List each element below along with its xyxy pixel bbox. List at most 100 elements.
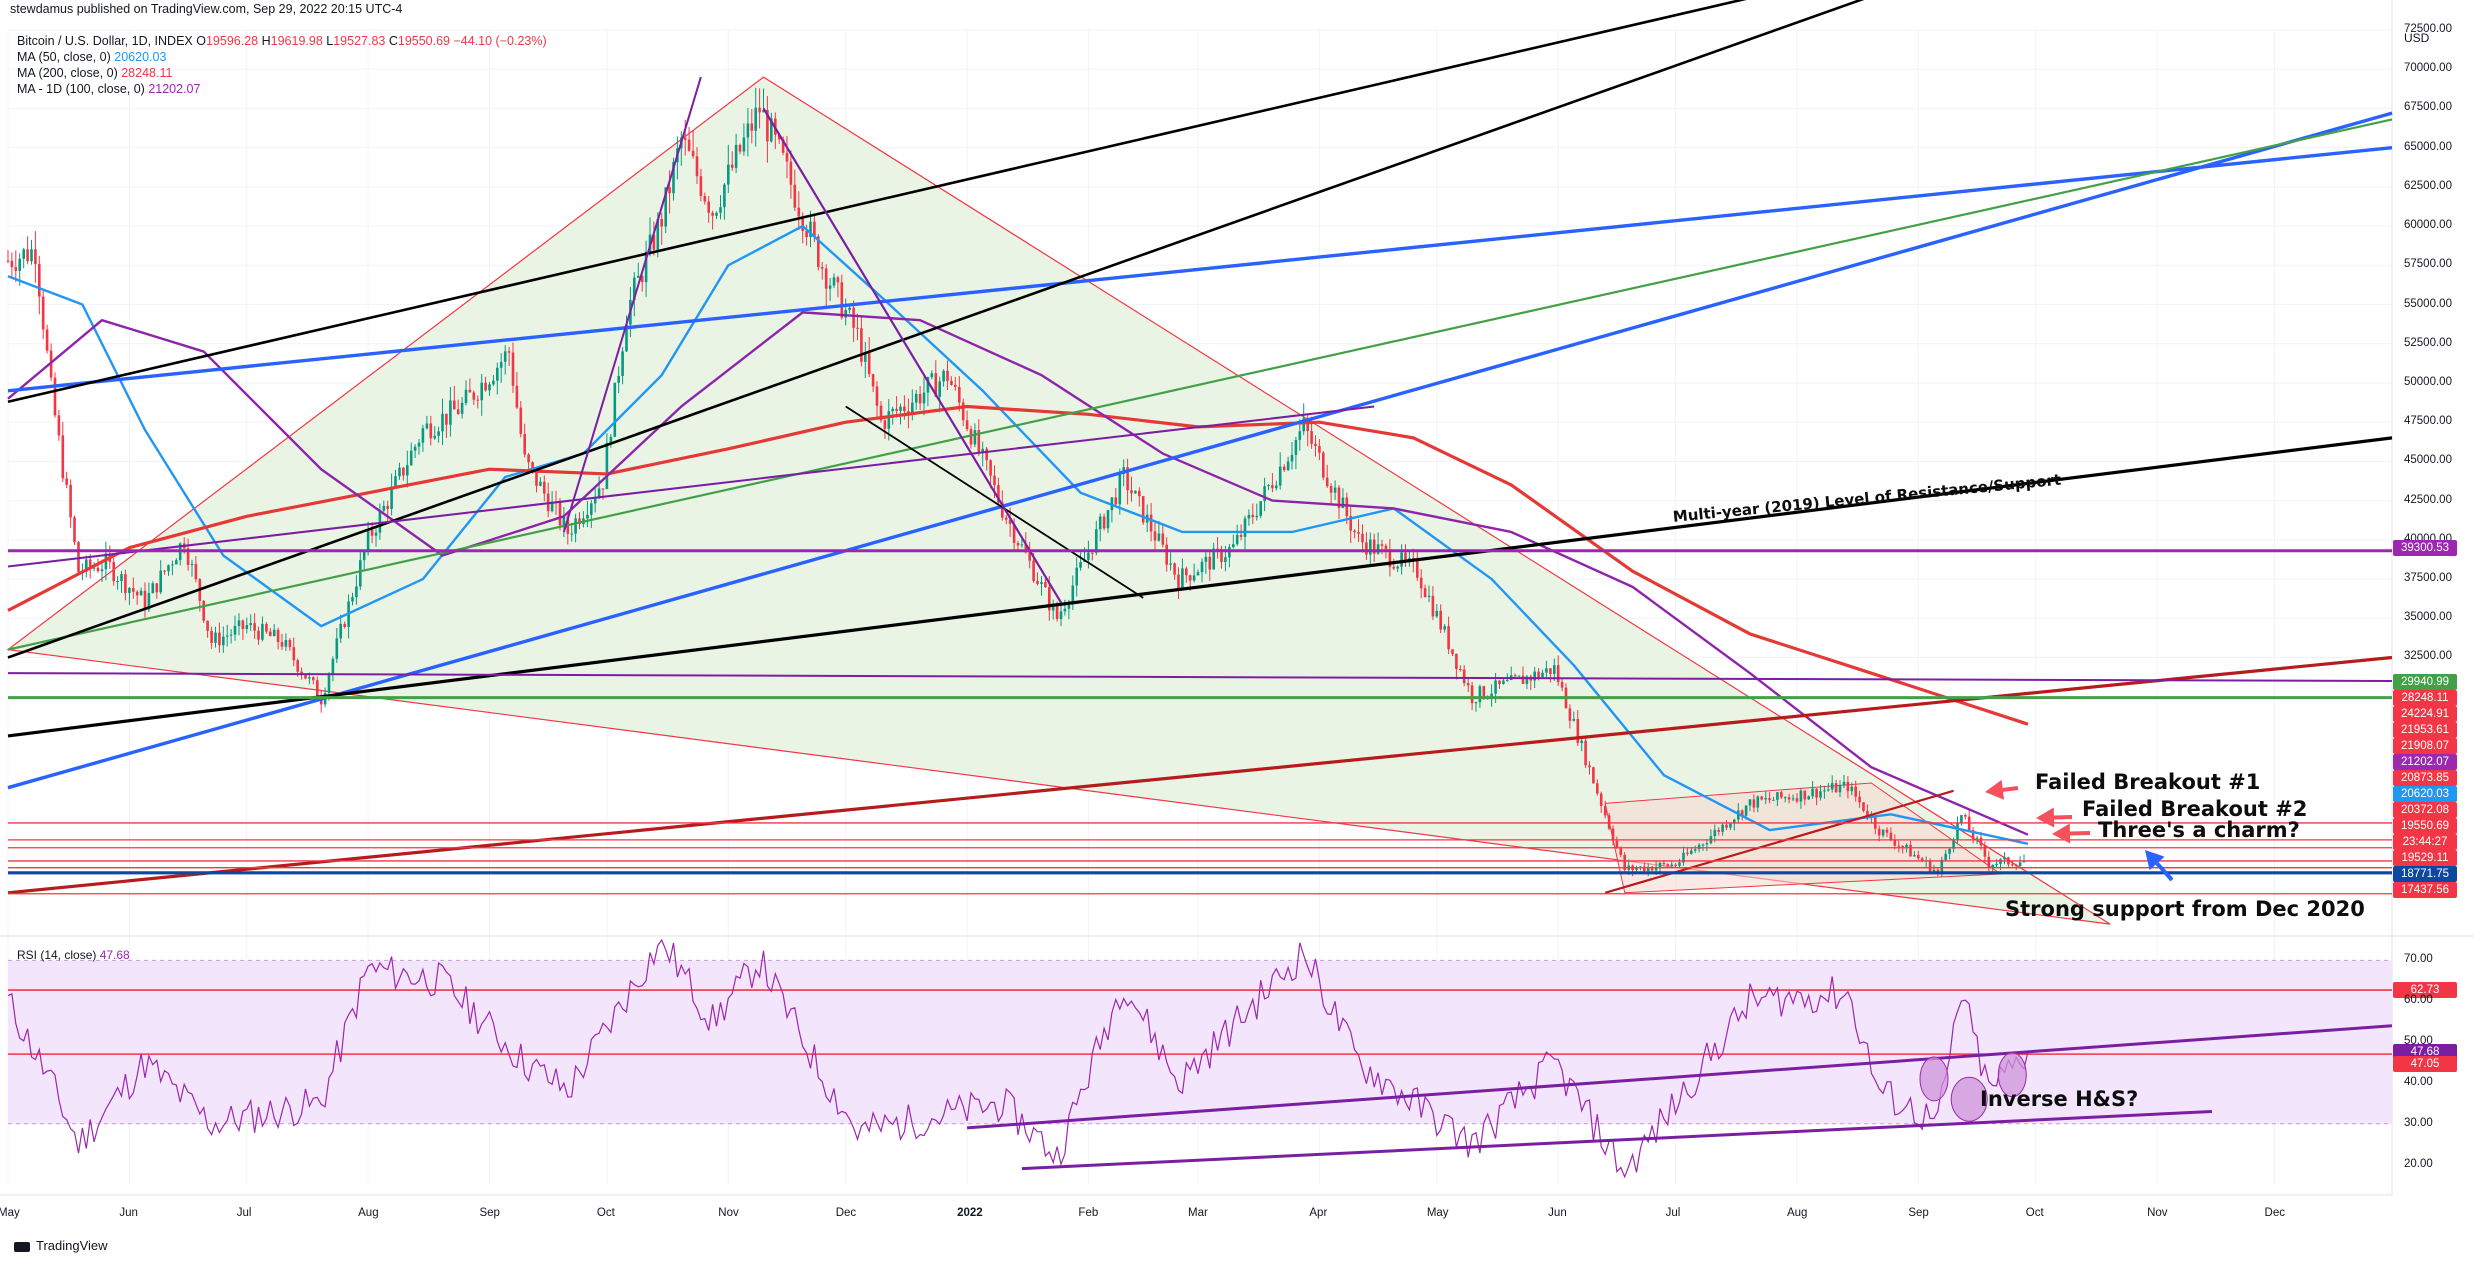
candle-body: [660, 218, 663, 227]
candle-body: [887, 411, 891, 429]
candle-body: [327, 674, 331, 694]
candle-body: [1008, 519, 1012, 524]
candle-body: [1114, 497, 1118, 505]
candle-body: [1063, 608, 1067, 612]
price-tick-label: 47500.00: [2404, 415, 2452, 428]
candle-body: [1920, 858, 1924, 862]
ma100-legend[interactable]: MA - 1D (100, close, 0) 21202.07: [17, 82, 201, 96]
candle-body: [1948, 848, 1951, 854]
candle-body: [1435, 610, 1439, 617]
rsi-legend[interactable]: RSI (14, close) 47.68: [17, 948, 130, 962]
candle-body: [402, 467, 405, 476]
candle-body: [120, 574, 123, 582]
candle-body: [1400, 552, 1403, 567]
candle-body: [1960, 815, 1963, 823]
candle-body: [1247, 514, 1251, 519]
candle-body: [163, 570, 166, 572]
price-tick-label: 65000.00: [2404, 140, 2452, 153]
candle-body: [1858, 796, 1861, 803]
candle-body: [453, 400, 456, 410]
ma50-legend[interactable]: MA (50, close, 0) 20620.03: [17, 50, 167, 64]
candle-body: [1462, 669, 1466, 684]
candle-body: [214, 632, 217, 643]
candle-body: [1318, 446, 1321, 453]
candle-body: [1592, 767, 1595, 784]
candle-body: [14, 267, 18, 271]
candle-body: [38, 264, 41, 297]
candle-body: [1498, 680, 1501, 685]
candle-body: [1408, 558, 1411, 560]
price-tag: 17437.56: [2393, 882, 2457, 898]
candle-body: [1838, 784, 1842, 793]
candle-body: [1153, 531, 1157, 541]
time-tick-label: May: [1426, 1207, 1449, 1219]
candle-body: [746, 123, 750, 138]
time-tick-label: Sep: [479, 1207, 500, 1219]
candle-body: [1181, 568, 1184, 590]
candle-body: [57, 415, 61, 436]
candle-body: [151, 583, 155, 594]
candle-body: [1807, 796, 1810, 800]
candle-body: [1098, 516, 1102, 530]
price-tick-label: 45000.00: [2404, 454, 2452, 467]
candle-body: [484, 382, 487, 391]
price-tag: 39300.53: [2393, 540, 2457, 556]
black-trendline-multi-year: [7, 436, 2393, 738]
candle-body: [891, 408, 894, 412]
candle-body: [1940, 859, 1944, 872]
candle-body: [1322, 452, 1325, 478]
candle-body: [92, 567, 96, 569]
arrow-support-head: [2145, 850, 2165, 871]
candle-body: [1455, 653, 1458, 670]
candle-body: [519, 407, 523, 435]
candle-body: [34, 249, 37, 265]
candle-body: [147, 593, 151, 610]
symbol-legend: Bitcoin / U.S. Dollar, 1D, INDEX O19596.…: [17, 34, 547, 48]
candle-body: [1885, 829, 1889, 833]
candle-body: [1572, 718, 1576, 721]
candle-body: [433, 435, 436, 439]
time-tick-label: Sep: [1908, 1207, 1929, 1219]
candle-body: [914, 393, 918, 403]
candle-body: [652, 234, 656, 250]
candle-body: [1560, 682, 1564, 688]
candle-body: [257, 630, 260, 640]
candle-body: [449, 400, 452, 425]
annotation-inverse-hs: Inverse H&S?: [1980, 1087, 2139, 1111]
price-tag: 29940.99: [2393, 674, 2457, 690]
candle-body: [683, 137, 687, 140]
candle-body: [1271, 485, 1274, 489]
candle-body: [1032, 560, 1035, 582]
candle-body: [417, 442, 421, 447]
candle-body: [456, 409, 460, 414]
candle-body: [496, 367, 499, 381]
ma200-legend[interactable]: MA (200, close, 0) 28248.11: [17, 66, 173, 80]
candle-body: [218, 632, 221, 646]
candle-body: [359, 560, 362, 587]
candle-body: [1991, 864, 1994, 867]
candle-body: [288, 640, 292, 648]
candle-body: [1302, 418, 1305, 432]
candle-body: [96, 567, 100, 572]
candle-body: [1267, 485, 1270, 487]
candle-body: [1670, 864, 1673, 867]
purple-trendline-ascending: [7, 405, 1375, 568]
candle-body: [1787, 797, 1791, 800]
candle-body: [1376, 544, 1380, 554]
candle-body: [1130, 490, 1133, 494]
candle-body: [832, 277, 836, 286]
candle-body: [425, 423, 429, 429]
candle-body: [637, 275, 640, 278]
candle-body: [1701, 844, 1705, 846]
candle-body: [1341, 497, 1345, 509]
footer-brand[interactable]: TradingView: [14, 1238, 108, 1253]
candle-body: [1204, 556, 1208, 562]
candle-body: [1576, 718, 1580, 744]
candle-body: [1654, 867, 1658, 871]
candle-body: [85, 559, 88, 572]
rsi-tag: 47.68: [2393, 1043, 2457, 1060]
time-tick-label: Oct: [596, 1207, 615, 1219]
candle-body: [586, 514, 589, 519]
candle-body: [1001, 502, 1004, 518]
